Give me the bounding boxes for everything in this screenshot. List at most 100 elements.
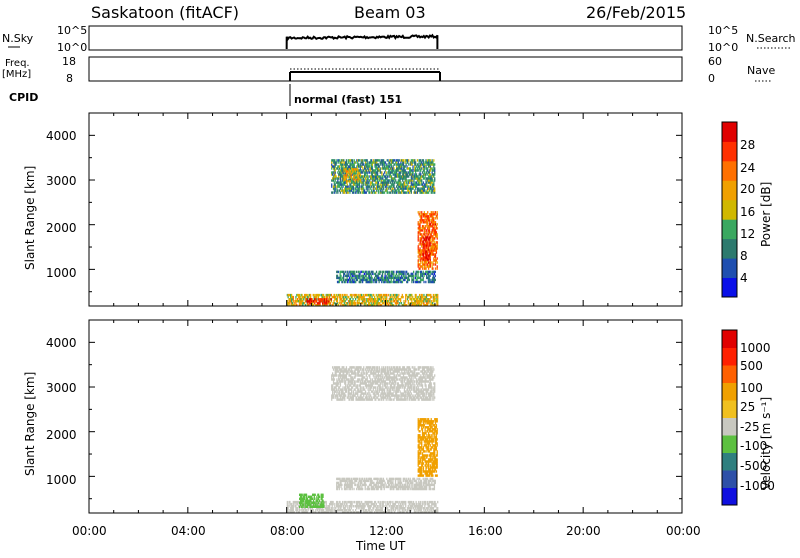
power-cell-508 (398, 294, 399, 296)
power-cell-3010 (413, 275, 414, 277)
power-cell-2577 (437, 261, 438, 263)
power-cell-1691 (404, 181, 405, 183)
velocity-cell-1537 (391, 398, 392, 400)
power-cell-2061 (432, 179, 433, 181)
velocity-cell-1359 (377, 388, 378, 390)
power-cell-2846 (379, 281, 380, 283)
power-cell-1547 (393, 167, 394, 169)
power-cell-2587 (437, 223, 438, 225)
power-cell-2338 (425, 267, 426, 269)
power-cell-2173 (360, 170, 361, 172)
power-cell-739 (332, 191, 333, 193)
velocity-cell-799 (323, 502, 324, 504)
power-cell-2586 (437, 227, 438, 229)
power-cell-320 (359, 298, 360, 300)
power-cell-1471 (387, 159, 388, 161)
velocity-cell-901 (339, 366, 340, 368)
power-cell-2265 (422, 267, 423, 269)
velocity-cell-776 (319, 496, 320, 498)
nsky-label: N.Sky (2, 32, 34, 45)
power-cell-2679 (342, 281, 343, 283)
power-cb-tick-16: 16 (740, 205, 755, 219)
power-cell-263 (346, 298, 347, 300)
velocity-cell-1467 (385, 366, 386, 368)
velocity-cell-1166 (361, 386, 362, 388)
power-cell-2692 (345, 271, 346, 273)
velocity-cell-775 (319, 500, 320, 502)
velocity-cell-1367 (377, 366, 378, 368)
power-cell-292 (352, 298, 353, 300)
power-cell-800 (337, 189, 338, 191)
velocity-cell-1432 (382, 374, 383, 376)
power-cell-3056 (425, 281, 426, 283)
velocity-cell-942 (342, 386, 343, 388)
velocity-cell-565 (416, 503, 417, 505)
velocity-cell-521 (405, 501, 406, 503)
power-cell-2652 (430, 242, 431, 244)
freq-left-tick-bottom: 8 (66, 72, 73, 85)
power-cell-2944 (398, 281, 399, 283)
power-cell-461 (388, 294, 389, 296)
power-cell-727 (331, 298, 332, 300)
power-cell-726 (330, 302, 331, 304)
power-cell-2072 (433, 181, 434, 183)
velocity-cell-958 (343, 366, 344, 368)
power-cell-1804 (412, 165, 413, 167)
nsky-left-tick-bottom: 10^0 (57, 41, 87, 54)
power-cell-2421 (429, 229, 430, 231)
power-cell-394 (374, 296, 375, 298)
velocity-cell-413 (380, 501, 381, 503)
velocity-cell-5 (287, 501, 288, 503)
power-cell-2242 (420, 227, 421, 229)
power-cell-3032 (418, 271, 419, 273)
velocity-cell-1378 (379, 398, 380, 400)
power-cb-tick-4: 4 (740, 271, 748, 285)
power-cell-2082 (434, 187, 435, 189)
power-cell-167 (324, 296, 325, 298)
velocity-cell-1657 (400, 372, 401, 374)
power-heatmap-cells (287, 159, 439, 306)
power-ylabel: Slant Range [km] (23, 166, 37, 270)
power-cell-715 (324, 298, 325, 300)
power-cell-2664 (339, 281, 340, 283)
nave-label: Nave (747, 64, 775, 77)
power-cell-1908 (420, 159, 421, 161)
velocity-cell-1283 (370, 366, 371, 368)
power-cell-1916 (421, 167, 422, 169)
velocity-cell-1339 (375, 386, 376, 388)
velocity-cell-662 (437, 501, 438, 503)
velocity-cell-755 (315, 494, 316, 496)
power-cell-2747 (356, 271, 357, 273)
freq-label-2: [MHz] (2, 69, 31, 80)
power-cell-288 (352, 294, 353, 296)
velocity-cell-1502 (387, 366, 388, 368)
power-cell-2839 (376, 271, 377, 273)
power-cb-tick-24: 24 (740, 161, 755, 175)
velocity-cell-1092 (355, 380, 356, 382)
power-cell-1445 (386, 171, 387, 173)
power-cell-1752 (408, 159, 409, 161)
power-cell-1473 (388, 181, 389, 183)
velocity-cell-1421 (381, 366, 382, 368)
power-cell-237 (340, 294, 341, 296)
power-cell-78 (303, 298, 304, 300)
power-cell-1253 (371, 159, 372, 161)
power-cell-2575 (437, 267, 438, 269)
velocity-cell-292 (353, 505, 354, 507)
power-cell-2835 (376, 281, 377, 283)
power-cell-1417 (383, 159, 384, 161)
power-cell-2964 (402, 281, 403, 283)
power-cell-2084 (434, 177, 435, 179)
velocity-cell-796 (322, 494, 323, 496)
power-cell-771 (334, 159, 335, 161)
power-cell-146 (319, 294, 320, 296)
velocity-cell-1158 (360, 368, 361, 370)
velocity-cell-1594 (394, 366, 395, 368)
power-cell-478 (391, 298, 392, 300)
freq-right-tick-bottom: 0 (708, 72, 715, 85)
velocity-cell-456 (390, 501, 391, 503)
power-cell-1145 (362, 159, 363, 161)
power-cb-tick-28: 28 (740, 138, 755, 152)
power-cell-2057 (432, 159, 433, 161)
power-cell-2868 (383, 271, 384, 273)
